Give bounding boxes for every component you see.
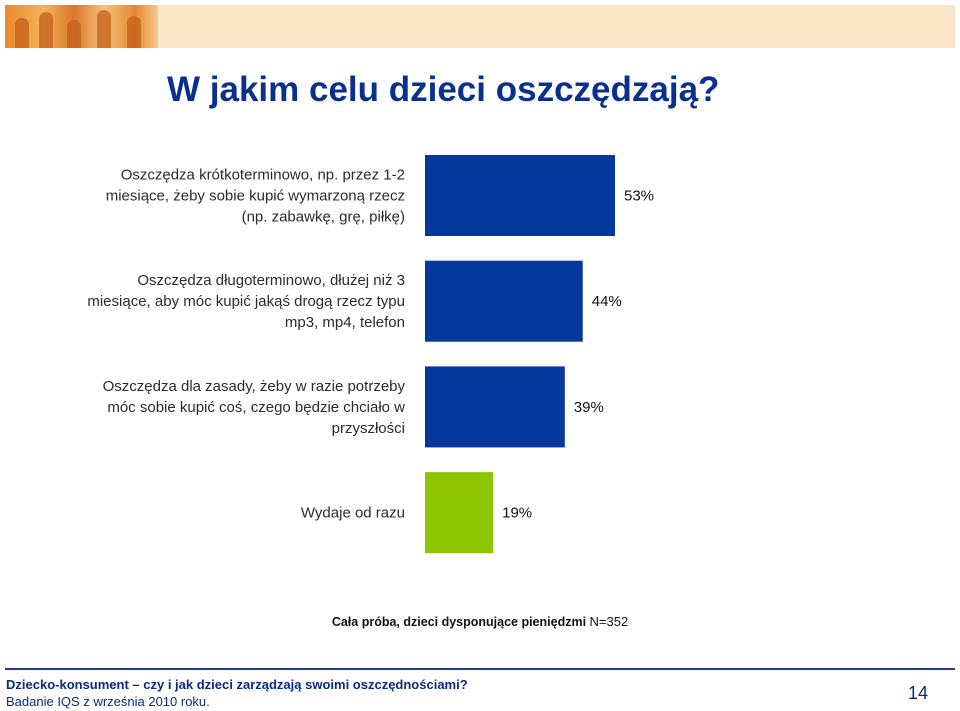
sample-description: Cała próba, dzieci dysponujące pieniędzm…: [331, 615, 590, 629]
category-label-3-line-2: móc sobie kupić coś, czego będzie chciał…: [107, 399, 405, 416]
sample-note: Cała próba, dzieci dysponujące pieniędzm…: [0, 614, 960, 629]
category-label-1-line-3: (np. zabawkę, grę, piłkę): [242, 209, 405, 226]
page-number: 14: [907, 683, 928, 703]
footer-subtitle: Badanie IQS z września 2010 roku.: [6, 694, 210, 709]
bar-chart: 53% Oszczędza krótkoterminowo, np. przez …: [87, 155, 654, 554]
value-label-1: 53%: [624, 188, 654, 205]
banner-photo: [5, 5, 158, 48]
bar-3: [425, 366, 565, 448]
footer-divider: [5, 668, 955, 670]
value-label-3: 39%: [574, 399, 604, 416]
category-label-2-line-1: Oszczędza długoterminowo, dłużej niż 3: [137, 272, 405, 289]
slide-title: W jakim celu dzieci oszczędzają?: [167, 70, 720, 109]
category-label-3-line-3: przyszłości: [332, 420, 405, 437]
category-label-1-line-1: Oszczędza krótkoterminowo, np. przez 1-2: [121, 167, 405, 184]
category-label-2-line-2: miesiące, aby móc kupić jakąś drogą rzec…: [87, 293, 405, 310]
sample-size: N=352: [589, 614, 629, 629]
category-label-3-line-1: Oszczędza dla zasady, żeby w razie potrz…: [103, 378, 406, 395]
category-label-4-line-1: Wydaje od razu: [301, 505, 405, 522]
value-label-4: 19%: [502, 505, 532, 522]
bar-4: [425, 472, 494, 554]
top-banner: [5, 5, 955, 48]
value-label-2: 44%: [592, 293, 622, 310]
bar-2: [425, 260, 583, 342]
category-label-2-line-3: mp3, mp4, telefon: [285, 314, 405, 331]
footer-title: Dziecko-konsument – czy i jak dzieci zar…: [6, 677, 468, 692]
bar-1: [425, 155, 615, 236]
category-label-1-line-2: miesiące, żeby sobie kupić wymarzoną rze…: [106, 188, 405, 205]
